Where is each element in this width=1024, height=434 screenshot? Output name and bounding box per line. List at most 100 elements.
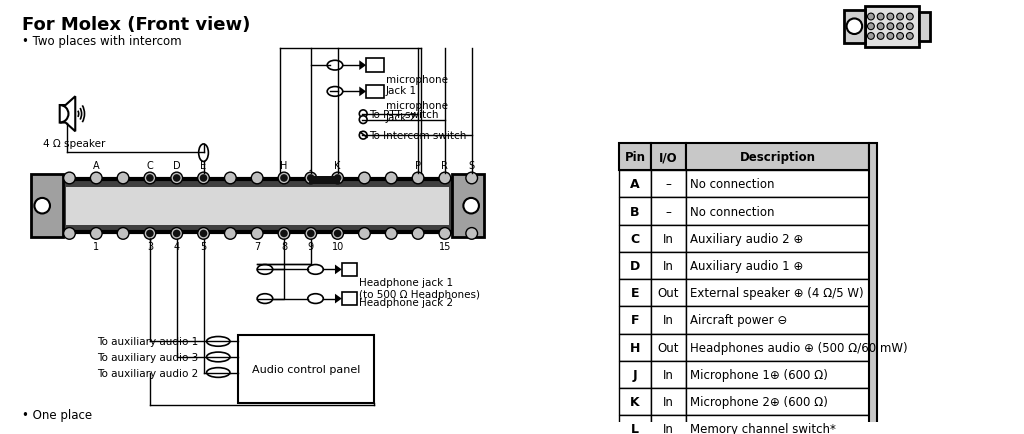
Text: E: E <box>631 286 639 299</box>
Bar <box>686 334 869 361</box>
Circle shape <box>279 173 290 184</box>
Bar <box>618 279 651 307</box>
Text: Pin: Pin <box>625 151 645 164</box>
Circle shape <box>334 175 341 182</box>
Text: B: B <box>631 205 640 218</box>
Text: A: A <box>630 178 640 191</box>
Bar <box>651 144 686 171</box>
Circle shape <box>144 173 156 184</box>
Bar <box>618 171 651 198</box>
Bar <box>651 225 686 252</box>
Text: microphone
Jack 2: microphone Jack 2 <box>386 101 447 122</box>
Circle shape <box>413 173 424 184</box>
Text: To PTT switch: To PTT switch <box>369 109 438 119</box>
Text: H: H <box>630 341 640 354</box>
Text: In: In <box>664 232 674 245</box>
Ellipse shape <box>308 294 324 304</box>
Polygon shape <box>359 87 367 97</box>
Circle shape <box>906 33 913 40</box>
Circle shape <box>334 230 341 238</box>
Circle shape <box>867 14 874 21</box>
Circle shape <box>35 198 50 214</box>
Text: –: – <box>666 205 672 218</box>
Circle shape <box>887 33 894 40</box>
Bar <box>618 144 651 171</box>
Circle shape <box>281 230 288 238</box>
Circle shape <box>307 175 314 182</box>
Text: • Two places with intercom: • Two places with intercom <box>22 35 181 48</box>
Bar <box>869 144 877 434</box>
Circle shape <box>90 228 102 240</box>
Bar <box>651 307 686 334</box>
Circle shape <box>173 230 180 238</box>
Text: S: S <box>469 161 475 171</box>
Circle shape <box>887 14 894 21</box>
Bar <box>57 180 457 233</box>
Text: 7: 7 <box>254 242 260 252</box>
Text: • One place: • One place <box>22 408 92 421</box>
Ellipse shape <box>257 294 272 304</box>
Text: C: C <box>631 232 640 245</box>
Circle shape <box>847 20 862 35</box>
Text: Description: Description <box>739 151 815 164</box>
Text: 10: 10 <box>332 242 344 252</box>
Circle shape <box>200 230 207 238</box>
Circle shape <box>173 175 180 182</box>
Text: Auxiliary audio 2 ⊕: Auxiliary audio 2 ⊕ <box>690 232 803 245</box>
Text: microphone
Jack 1: microphone Jack 1 <box>386 75 447 96</box>
Bar <box>686 307 869 334</box>
Circle shape <box>200 175 207 182</box>
Bar <box>618 252 651 279</box>
Bar <box>618 307 651 334</box>
Circle shape <box>63 173 76 184</box>
Bar <box>651 252 686 279</box>
Text: In: In <box>664 368 674 381</box>
Bar <box>686 171 869 198</box>
Text: R: R <box>441 161 449 171</box>
Text: No connection: No connection <box>690 178 774 191</box>
Text: To auxiliary audio 3: To auxiliary audio 3 <box>96 352 198 362</box>
Circle shape <box>146 230 154 238</box>
Text: To Intercom switch: To Intercom switch <box>369 131 466 141</box>
Text: D: D <box>630 260 640 273</box>
Circle shape <box>385 173 397 184</box>
Ellipse shape <box>308 265 324 275</box>
Text: Aircraft power ⊖: Aircraft power ⊖ <box>690 314 787 327</box>
Text: Auxiliary audio 1 ⊕: Auxiliary audio 1 ⊕ <box>690 260 803 273</box>
Circle shape <box>224 228 237 240</box>
Bar <box>651 198 686 225</box>
Text: For Molex (Front view): For Molex (Front view) <box>22 16 250 33</box>
Circle shape <box>358 228 371 240</box>
Polygon shape <box>335 265 342 275</box>
Text: K: K <box>335 161 341 171</box>
Circle shape <box>198 173 209 184</box>
Circle shape <box>897 14 903 21</box>
Circle shape <box>171 173 182 184</box>
Circle shape <box>867 24 874 30</box>
Text: 1: 1 <box>93 242 99 252</box>
Circle shape <box>466 173 477 184</box>
Bar <box>66 187 449 225</box>
Text: Audio control panel: Audio control panel <box>252 364 360 374</box>
Ellipse shape <box>199 145 209 162</box>
Ellipse shape <box>257 265 272 275</box>
Circle shape <box>359 111 367 118</box>
Circle shape <box>224 173 237 184</box>
Polygon shape <box>335 294 342 304</box>
Circle shape <box>307 230 314 238</box>
Text: To auxiliary audio 2: To auxiliary audio 2 <box>96 368 198 378</box>
Text: F: F <box>631 314 639 327</box>
Ellipse shape <box>207 368 230 378</box>
Circle shape <box>117 228 129 240</box>
Ellipse shape <box>328 87 343 97</box>
Text: 8: 8 <box>281 242 287 252</box>
Text: K: K <box>630 395 640 408</box>
Bar <box>618 388 651 415</box>
Circle shape <box>413 228 424 240</box>
Text: P: P <box>415 161 421 171</box>
Circle shape <box>146 175 154 182</box>
Text: Headphone jack 2: Headphone jack 2 <box>359 298 454 308</box>
Text: D: D <box>173 161 180 171</box>
Circle shape <box>359 116 367 124</box>
Text: 9: 9 <box>308 242 314 252</box>
